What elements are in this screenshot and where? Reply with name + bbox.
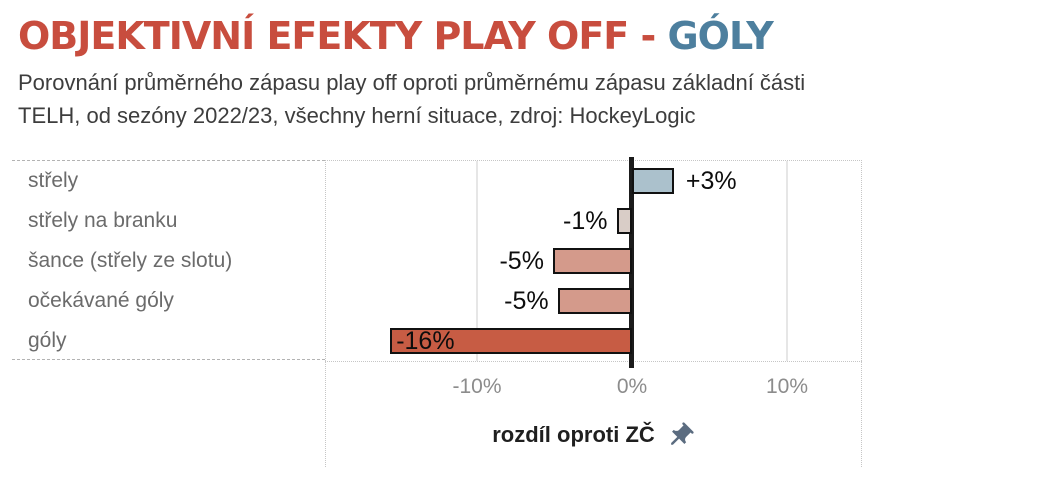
plot-left-border [325,160,326,467]
bar-value-label-3: -5% [504,287,549,315]
chart-header: OBJEKTIVNÍ EFEKTY PLAY OFF - GÓLY Porovn… [18,14,1028,132]
chart-subtitle-line1: Porovnání průměrného zápasu play off opr… [18,70,806,95]
category-label-panel: střely střely na branku šance (střely ze… [12,160,325,360]
gridline-neg-10pct [476,161,478,361]
chart-subtitle: Porovnání průměrného zápasu play off opr… [18,66,1028,132]
category-label-strely-na-branku: střely na branku [28,209,178,232]
x-axis-title: rozdíl oproti ZČ [492,422,655,447]
category-label-strely: střely [28,169,79,192]
bar-4[interactable] [390,328,632,354]
page-title-main: OBJEKTIVNÍ EFEKTY PLAY OFF - [18,14,668,58]
category-label-sance: šance (střely ze slotu) [28,249,233,272]
bar-value-label-4: -16% [396,327,455,355]
bar-2[interactable] [552,248,632,274]
category-label-goly: góly [28,329,67,352]
page-title: OBJEKTIVNÍ EFEKTY PLAY OFF - GÓLY [18,14,1028,58]
bar-value-label-0: +3% [685,167,737,195]
x-axis-title-row: rozdíl oproti ZČ [325,419,862,451]
x-axis-tick-neg10: -10% [452,375,502,398]
page-title-highlight: GÓLY [667,14,773,58]
bar-1[interactable] [616,208,632,234]
plot-area: -10% 0% 10% rozdíl oproti ZČ +3% -1% -5% -5… [325,157,862,447]
bar-3[interactable] [557,288,632,314]
bar-value-label-2: -5% [499,247,544,275]
plot-right-border [861,160,862,467]
category-label-ocekavane-goly: očekávané góly [28,289,174,312]
gridline-pos-10pct [786,161,788,361]
bar-value-label-1: -1% [563,207,608,235]
x-axis-tick-10: 10% [765,375,809,398]
chart-subtitle-line2: TELH, od sezóny 2022/23, všechny herní s… [18,103,696,128]
bar-chart: střely střely na branku šance (střely ze… [12,157,862,467]
bar-0[interactable] [632,168,674,194]
x-axis-tick-0: 0% [616,375,648,398]
pushpin-icon[interactable] [665,421,695,451]
